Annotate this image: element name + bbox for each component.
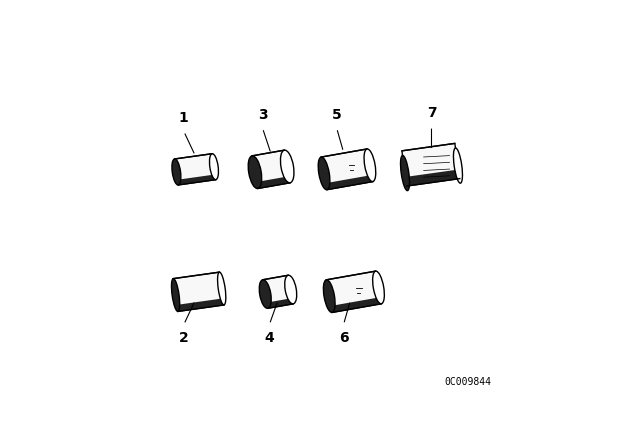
Ellipse shape — [218, 272, 226, 305]
Polygon shape — [402, 143, 460, 186]
Ellipse shape — [454, 148, 463, 183]
Polygon shape — [257, 176, 290, 189]
Text: 7: 7 — [427, 106, 436, 120]
Polygon shape — [177, 298, 224, 311]
Ellipse shape — [318, 157, 330, 190]
Text: 3: 3 — [258, 108, 268, 122]
Ellipse shape — [259, 280, 271, 308]
Polygon shape — [177, 174, 216, 185]
Polygon shape — [263, 275, 293, 308]
Polygon shape — [175, 154, 216, 185]
Polygon shape — [321, 149, 372, 190]
Ellipse shape — [364, 149, 376, 181]
Text: 5: 5 — [332, 108, 342, 122]
Ellipse shape — [401, 155, 410, 191]
Ellipse shape — [209, 154, 218, 180]
Polygon shape — [326, 175, 372, 190]
Ellipse shape — [323, 280, 335, 312]
Text: 1: 1 — [179, 111, 189, 125]
Ellipse shape — [172, 279, 180, 311]
Text: 0C009844: 0C009844 — [445, 377, 492, 387]
Ellipse shape — [172, 159, 181, 185]
Text: 6: 6 — [339, 331, 348, 345]
Polygon shape — [252, 150, 290, 189]
Text: 2: 2 — [179, 331, 189, 345]
Ellipse shape — [285, 275, 297, 304]
Polygon shape — [326, 271, 381, 312]
Polygon shape — [331, 297, 381, 312]
Ellipse shape — [280, 150, 294, 183]
Text: 4: 4 — [264, 331, 274, 345]
Polygon shape — [406, 169, 460, 186]
Ellipse shape — [372, 271, 385, 304]
Ellipse shape — [248, 156, 262, 189]
Polygon shape — [173, 272, 224, 311]
Polygon shape — [267, 298, 293, 308]
